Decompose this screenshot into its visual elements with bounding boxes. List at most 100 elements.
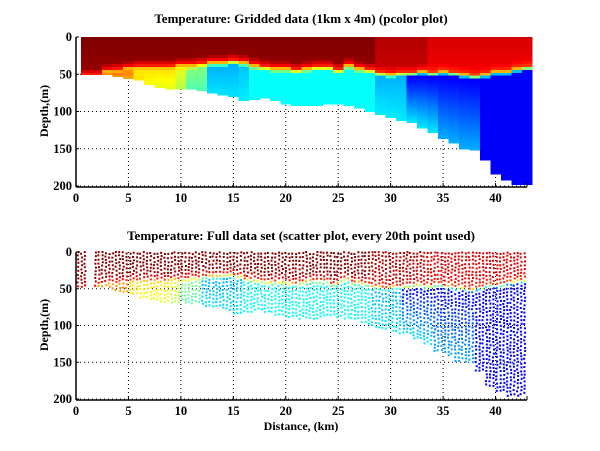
scatter-point [488, 373, 491, 376]
pcolor-cell [490, 81, 502, 86]
scatter-point [467, 274, 470, 277]
pcolor-cell [238, 78, 250, 83]
scatter-point [239, 275, 242, 278]
pcolor-cell [259, 90, 271, 95]
scatter-point [306, 283, 309, 286]
scatter-point [450, 257, 453, 260]
pcolor-cell [322, 45, 334, 50]
scatter-point [485, 307, 488, 310]
pcolor-cell [395, 69, 407, 74]
scatter-point [363, 270, 366, 273]
scatter-point [156, 271, 159, 274]
pcolor-cell [500, 144, 512, 148]
pcolor-cell [374, 51, 386, 56]
pcolor-cell [448, 84, 460, 89]
scatter-point [209, 256, 212, 259]
scatter-point [173, 277, 176, 280]
pcolor-cell [364, 90, 376, 95]
pcolor-cell [500, 42, 512, 47]
scatter-point [506, 291, 509, 294]
scatter-point [108, 267, 111, 270]
scatter-point [516, 331, 519, 334]
scatter-point [402, 274, 405, 277]
scatter-point [233, 277, 236, 280]
scatter-point [457, 262, 460, 265]
scatter-point [226, 292, 229, 295]
scatter-point [330, 274, 333, 277]
scatter-point [336, 264, 339, 267]
pcolor-cell [437, 69, 449, 74]
scatter-point [419, 304, 422, 307]
pcolor-cell [511, 93, 523, 98]
scatter-point [513, 341, 516, 344]
scatter-point [250, 284, 253, 287]
scatter-point [188, 300, 191, 303]
scatter-point [440, 255, 443, 258]
scatter-point [374, 275, 377, 278]
pcolor-cell [301, 87, 313, 92]
scatter-point [503, 369, 506, 372]
scatter-point [156, 252, 159, 255]
scatter-point [423, 335, 426, 338]
scatter-point [409, 302, 412, 305]
pcolor-cell [416, 117, 428, 121]
pcolor-cell [521, 72, 533, 77]
scatter-point [454, 326, 457, 329]
scatter-point [405, 293, 408, 296]
pcolor-cell [165, 42, 177, 47]
pcolor-cell [332, 60, 344, 65]
scatter-point [495, 324, 498, 327]
scatter-point [301, 256, 304, 259]
scatter-point [371, 314, 374, 317]
scatter-point [257, 255, 260, 258]
scatter-point [97, 266, 100, 269]
scatter-point [187, 293, 190, 296]
pcolor-cell [395, 81, 407, 86]
pcolor-cell [259, 60, 271, 65]
scatter-point [499, 328, 502, 331]
scatter-point [422, 324, 425, 327]
pcolor-cell [186, 48, 198, 53]
scatter-point [374, 291, 377, 294]
scatter-point [287, 252, 290, 255]
pcolor-cell [479, 99, 491, 104]
scatter-point [416, 298, 419, 301]
scatter-point [468, 319, 471, 322]
pcolor-cell [458, 66, 470, 71]
scatter-point [166, 268, 169, 271]
scatter-point [312, 288, 315, 291]
pcolor-cell [490, 108, 502, 112]
scatter-point [315, 277, 318, 280]
scatter-point [371, 289, 374, 292]
scatter-point [454, 352, 457, 355]
scatter-point [285, 293, 288, 296]
scatter-point [440, 259, 443, 262]
pcolor-cell [374, 72, 386, 77]
scatter-point [264, 267, 267, 270]
scatter-point [474, 345, 477, 348]
scatter-point [295, 253, 298, 256]
pcolor-cell [490, 156, 502, 160]
scatter-point [129, 271, 132, 274]
pcolor-cell [448, 126, 460, 130]
scatter-point [523, 380, 526, 383]
scatter-point [505, 287, 508, 290]
scatter-point [367, 262, 370, 265]
scatter-point [419, 307, 422, 310]
pcolor-cell [479, 51, 491, 56]
scatter-point [278, 277, 281, 280]
scatter-point [288, 316, 291, 319]
scatter-point [215, 304, 218, 307]
scatter-point [180, 259, 183, 262]
pcolor-cell [270, 72, 282, 77]
scatter-point [419, 296, 422, 299]
scatter-point [77, 265, 80, 268]
scatter-point [401, 311, 404, 314]
scatter-point [219, 262, 222, 265]
pcolor-cell [521, 99, 533, 104]
scatter-point [415, 321, 418, 324]
pcolor-cell [427, 96, 439, 101]
scatter-point [502, 325, 505, 328]
scatter-point [378, 279, 381, 282]
pcolor-cell [406, 48, 418, 53]
